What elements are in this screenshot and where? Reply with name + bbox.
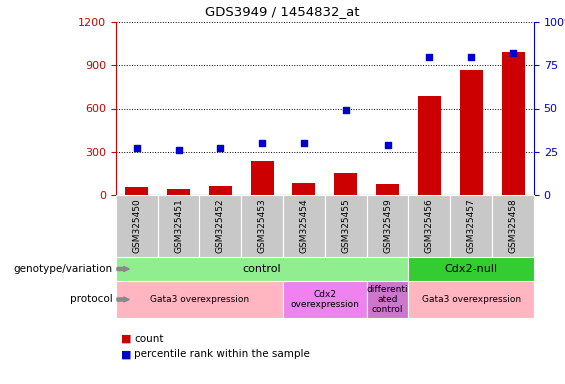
Bar xyxy=(241,195,283,257)
Bar xyxy=(376,184,399,195)
Text: count: count xyxy=(134,334,163,344)
Bar xyxy=(283,195,325,257)
Text: control: control xyxy=(243,264,281,274)
Point xyxy=(174,147,183,153)
Text: GSM325452: GSM325452 xyxy=(216,199,225,253)
Bar xyxy=(209,186,232,195)
Bar xyxy=(408,195,450,257)
Bar xyxy=(125,187,148,195)
Point xyxy=(258,140,267,146)
Bar xyxy=(158,195,199,257)
Text: ■: ■ xyxy=(121,334,132,344)
Text: GSM325457: GSM325457 xyxy=(467,199,476,253)
Point xyxy=(383,142,392,148)
Bar xyxy=(251,161,273,195)
Bar xyxy=(283,281,367,318)
Text: differenti
ated
control: differenti ated control xyxy=(367,285,408,314)
Text: Gata3 overexpression: Gata3 overexpression xyxy=(421,295,521,304)
Bar xyxy=(367,281,408,318)
Point xyxy=(467,53,476,60)
Bar xyxy=(293,183,315,195)
Text: GSM325458: GSM325458 xyxy=(508,199,518,253)
Text: Cdx2-null: Cdx2-null xyxy=(445,264,498,274)
Text: GSM325456: GSM325456 xyxy=(425,199,434,253)
Text: Cdx2
overexpression: Cdx2 overexpression xyxy=(290,290,359,309)
Point xyxy=(508,50,518,56)
Text: protocol: protocol xyxy=(70,295,113,305)
Bar xyxy=(367,195,408,257)
Text: GSM325459: GSM325459 xyxy=(383,199,392,253)
Bar xyxy=(199,195,241,257)
Text: GSM325453: GSM325453 xyxy=(258,199,267,253)
Point xyxy=(425,53,434,60)
Text: percentile rank within the sample: percentile rank within the sample xyxy=(134,349,310,359)
Bar xyxy=(116,195,158,257)
Bar xyxy=(116,257,408,281)
Bar xyxy=(418,96,441,195)
Text: GSM325454: GSM325454 xyxy=(299,199,308,253)
Text: GSM325451: GSM325451 xyxy=(174,199,183,253)
Point xyxy=(216,145,225,151)
Text: GDS3949 / 1454832_at: GDS3949 / 1454832_at xyxy=(205,5,360,18)
Text: genotype/variation: genotype/variation xyxy=(14,264,113,274)
Text: Gata3 overexpression: Gata3 overexpression xyxy=(150,295,249,304)
Text: GSM325450: GSM325450 xyxy=(132,199,141,253)
Point xyxy=(299,140,308,146)
Bar xyxy=(116,281,283,318)
Point xyxy=(341,107,350,113)
Text: ■: ■ xyxy=(121,349,132,359)
Bar xyxy=(408,281,534,318)
Bar xyxy=(334,173,357,195)
Text: GSM325455: GSM325455 xyxy=(341,199,350,253)
Bar xyxy=(167,189,190,195)
Bar xyxy=(502,52,524,195)
Bar xyxy=(408,257,534,281)
Bar xyxy=(492,195,534,257)
Bar xyxy=(325,195,367,257)
Bar xyxy=(460,70,483,195)
Bar xyxy=(450,195,492,257)
Point xyxy=(132,145,141,151)
